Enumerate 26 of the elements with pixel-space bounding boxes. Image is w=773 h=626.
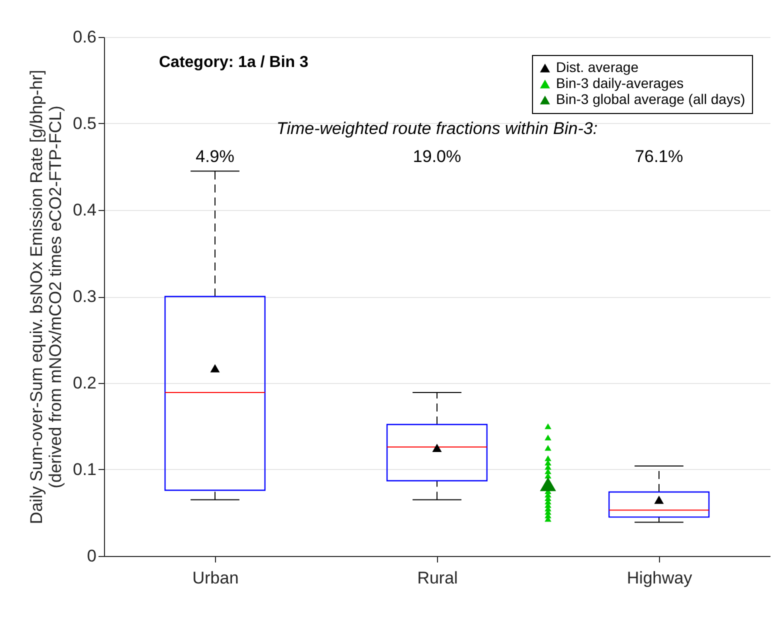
annotation: 4.9% bbox=[196, 147, 234, 166]
annotation: Category: 1a / Bin 3 bbox=[159, 54, 308, 71]
point bbox=[544, 444, 552, 451]
y-tick-label: 0.3 bbox=[72, 287, 96, 306]
y-tick-label: 0.1 bbox=[72, 460, 96, 479]
legend-label: Bin-3 daily-averages bbox=[556, 75, 684, 91]
point bbox=[654, 496, 664, 504]
annotation: 76.1% bbox=[634, 147, 684, 166]
point bbox=[540, 477, 556, 492]
y-tick-label: 0.5 bbox=[72, 114, 96, 133]
y-axis-title: Daily Sum-over-Sum equiv. bsNOx Emission Rate [g/bhp-hr] (derived from mNOx/mCO2 times eCO2-FTP-FCL) bbox=[26, 70, 65, 524]
point bbox=[210, 364, 220, 372]
point bbox=[432, 444, 442, 452]
x-tick-label: Highway bbox=[626, 568, 693, 588]
y-tick-label: 0.4 bbox=[72, 200, 96, 220]
point bbox=[544, 423, 552, 430]
point bbox=[544, 434, 552, 440]
x-tick-label: Urban bbox=[192, 568, 239, 588]
legend-label: Dist. average bbox=[556, 59, 639, 75]
annotation: Time-weighted route fractions within Bin-3: bbox=[276, 119, 598, 138]
x-tick-label: Rural bbox=[417, 568, 458, 588]
y-tick-label: 0.6 bbox=[72, 28, 96, 46]
y-tick-label: 0.2 bbox=[72, 374, 96, 392]
y-tick-label: 0 bbox=[87, 546, 96, 566]
legend-label: Bin-3 global average (all days) bbox=[556, 91, 746, 107]
annotation: 19.0% bbox=[412, 147, 462, 166]
